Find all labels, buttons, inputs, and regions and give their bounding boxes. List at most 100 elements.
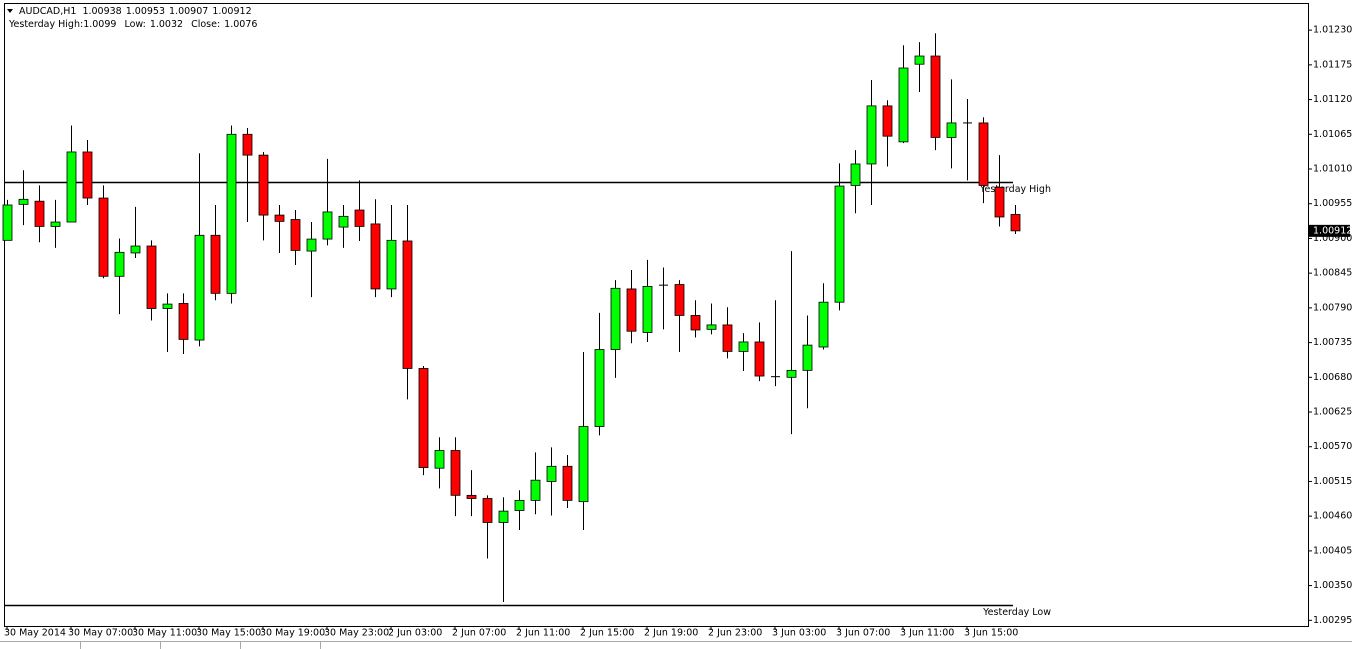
candle-body bbox=[434, 450, 445, 469]
candle-body bbox=[162, 303, 173, 309]
candle-body bbox=[178, 303, 189, 340]
x-tick-label: 30 May 19:00 bbox=[260, 628, 325, 639]
y-tick-label: 1.00515 bbox=[1313, 476, 1352, 487]
candle-body bbox=[690, 315, 701, 331]
x-tick-label: 30 May 11:00 bbox=[132, 628, 197, 639]
y-tick-label: 1.00460 bbox=[1313, 511, 1352, 522]
candle-body bbox=[898, 67, 909, 143]
candle-body bbox=[258, 154, 269, 216]
candle-body bbox=[626, 288, 637, 332]
candle-body bbox=[306, 238, 317, 252]
price-tag-label: 1.00912 bbox=[1313, 225, 1352, 236]
candle-body bbox=[466, 494, 477, 499]
info-line: Yesterday High:1.0099 Low: 1.0032 Close: 1.0… bbox=[8, 19, 257, 30]
candle-body bbox=[482, 498, 493, 523]
candle-body bbox=[578, 426, 589, 503]
candle-body bbox=[50, 221, 61, 227]
y-tick-label: 1.00405 bbox=[1313, 545, 1352, 556]
candle-body bbox=[34, 200, 45, 227]
x-tick-label: 30 May 23:00 bbox=[324, 628, 389, 639]
candle-body bbox=[530, 479, 541, 501]
y-tick-label: 1.01230 bbox=[1313, 25, 1352, 36]
x-tick-label: 3 Jun 07:00 bbox=[836, 628, 890, 639]
candle-body bbox=[1010, 214, 1021, 232]
candle-body bbox=[418, 368, 429, 468]
x-tick-label: 2 Jun 15:00 bbox=[580, 628, 634, 639]
x-tick-label: 30 May 15:00 bbox=[196, 628, 261, 639]
y-tick-label: 1.01120 bbox=[1313, 94, 1352, 105]
x-tick-label: 2 Jun 03:00 bbox=[388, 628, 442, 639]
candle-body bbox=[738, 341, 749, 352]
candle-body bbox=[514, 499, 525, 511]
candle-body bbox=[290, 219, 301, 251]
candle-body bbox=[130, 245, 141, 254]
header-line: AUDCAD,H1 1.00938 1.00953 1.00907 1.00912 bbox=[19, 6, 252, 17]
bottom-tabs bbox=[0, 641, 1352, 649]
y-tick-label: 1.00350 bbox=[1313, 580, 1352, 591]
y-tick-label: 1.00680 bbox=[1313, 372, 1352, 383]
candle-body bbox=[18, 198, 29, 205]
candle-body bbox=[210, 234, 221, 294]
y-tick-label: 1.00625 bbox=[1313, 407, 1352, 418]
candle-body bbox=[850, 163, 861, 186]
candle-body bbox=[274, 214, 285, 222]
y-tick-label: 1.00295 bbox=[1313, 615, 1352, 626]
candle-body bbox=[226, 133, 237, 294]
candle-body bbox=[594, 349, 605, 427]
y-tick-label: 1.01065 bbox=[1313, 129, 1352, 140]
y-tick-label: 1.00900 bbox=[1313, 233, 1352, 244]
candle-body bbox=[802, 344, 813, 371]
x-tick-label: 30 May 2014 bbox=[4, 628, 66, 639]
candle-body bbox=[818, 301, 829, 348]
plot-frame bbox=[4, 3, 1309, 627]
candle-body bbox=[2, 204, 13, 241]
candle-body bbox=[994, 186, 1005, 218]
candle-body bbox=[674, 284, 685, 316]
candle-body bbox=[946, 122, 957, 138]
candle-body bbox=[546, 465, 557, 482]
candle-body bbox=[338, 215, 349, 228]
candle-body bbox=[498, 510, 509, 523]
x-tick-label: 3 Jun 15:00 bbox=[964, 628, 1018, 639]
price-tag bbox=[1309, 224, 1350, 237]
candle-body bbox=[930, 55, 941, 138]
candle-body bbox=[322, 211, 333, 240]
candle-body bbox=[722, 324, 733, 352]
menu-triangle[interactable] bbox=[7, 9, 13, 13]
level-label: Yesterday High bbox=[979, 184, 1051, 195]
candle-body bbox=[834, 185, 845, 303]
candle-body bbox=[354, 209, 365, 227]
y-tick-label: 1.00955 bbox=[1313, 198, 1352, 209]
candle-body bbox=[562, 465, 573, 501]
y-tick-label: 1.00790 bbox=[1313, 302, 1352, 313]
x-tick-label: 3 Jun 11:00 bbox=[900, 628, 954, 639]
candle-body bbox=[98, 197, 109, 277]
x-tick-label: 30 May 07:00 bbox=[68, 628, 133, 639]
x-tick-label: 3 Jun 03:00 bbox=[772, 628, 826, 639]
candle-body bbox=[82, 151, 93, 199]
candle-body bbox=[882, 105, 893, 137]
candle-body bbox=[786, 369, 797, 378]
candle-body bbox=[642, 286, 653, 333]
y-tick-label: 1.00735 bbox=[1313, 337, 1352, 348]
y-tick-label: 1.01175 bbox=[1313, 59, 1352, 70]
candle-body bbox=[914, 55, 925, 65]
y-tick-label: 1.01010 bbox=[1313, 164, 1352, 175]
candle-body bbox=[450, 450, 461, 496]
candle-body bbox=[114, 251, 125, 277]
level-label: Yesterday Low bbox=[982, 607, 1051, 618]
candle-body bbox=[754, 341, 765, 377]
candle-body bbox=[194, 234, 205, 341]
x-tick-label: 2 Jun 19:00 bbox=[644, 628, 698, 639]
candle-body bbox=[386, 239, 397, 290]
y-tick-label: 1.00845 bbox=[1313, 268, 1352, 279]
candle-body bbox=[66, 151, 77, 223]
candle-body bbox=[402, 240, 413, 369]
candle-body bbox=[610, 287, 621, 350]
x-tick-label: 2 Jun 23:00 bbox=[708, 628, 762, 639]
candle-body bbox=[242, 133, 253, 156]
candle-body bbox=[706, 324, 717, 330]
candle-body bbox=[370, 223, 381, 290]
